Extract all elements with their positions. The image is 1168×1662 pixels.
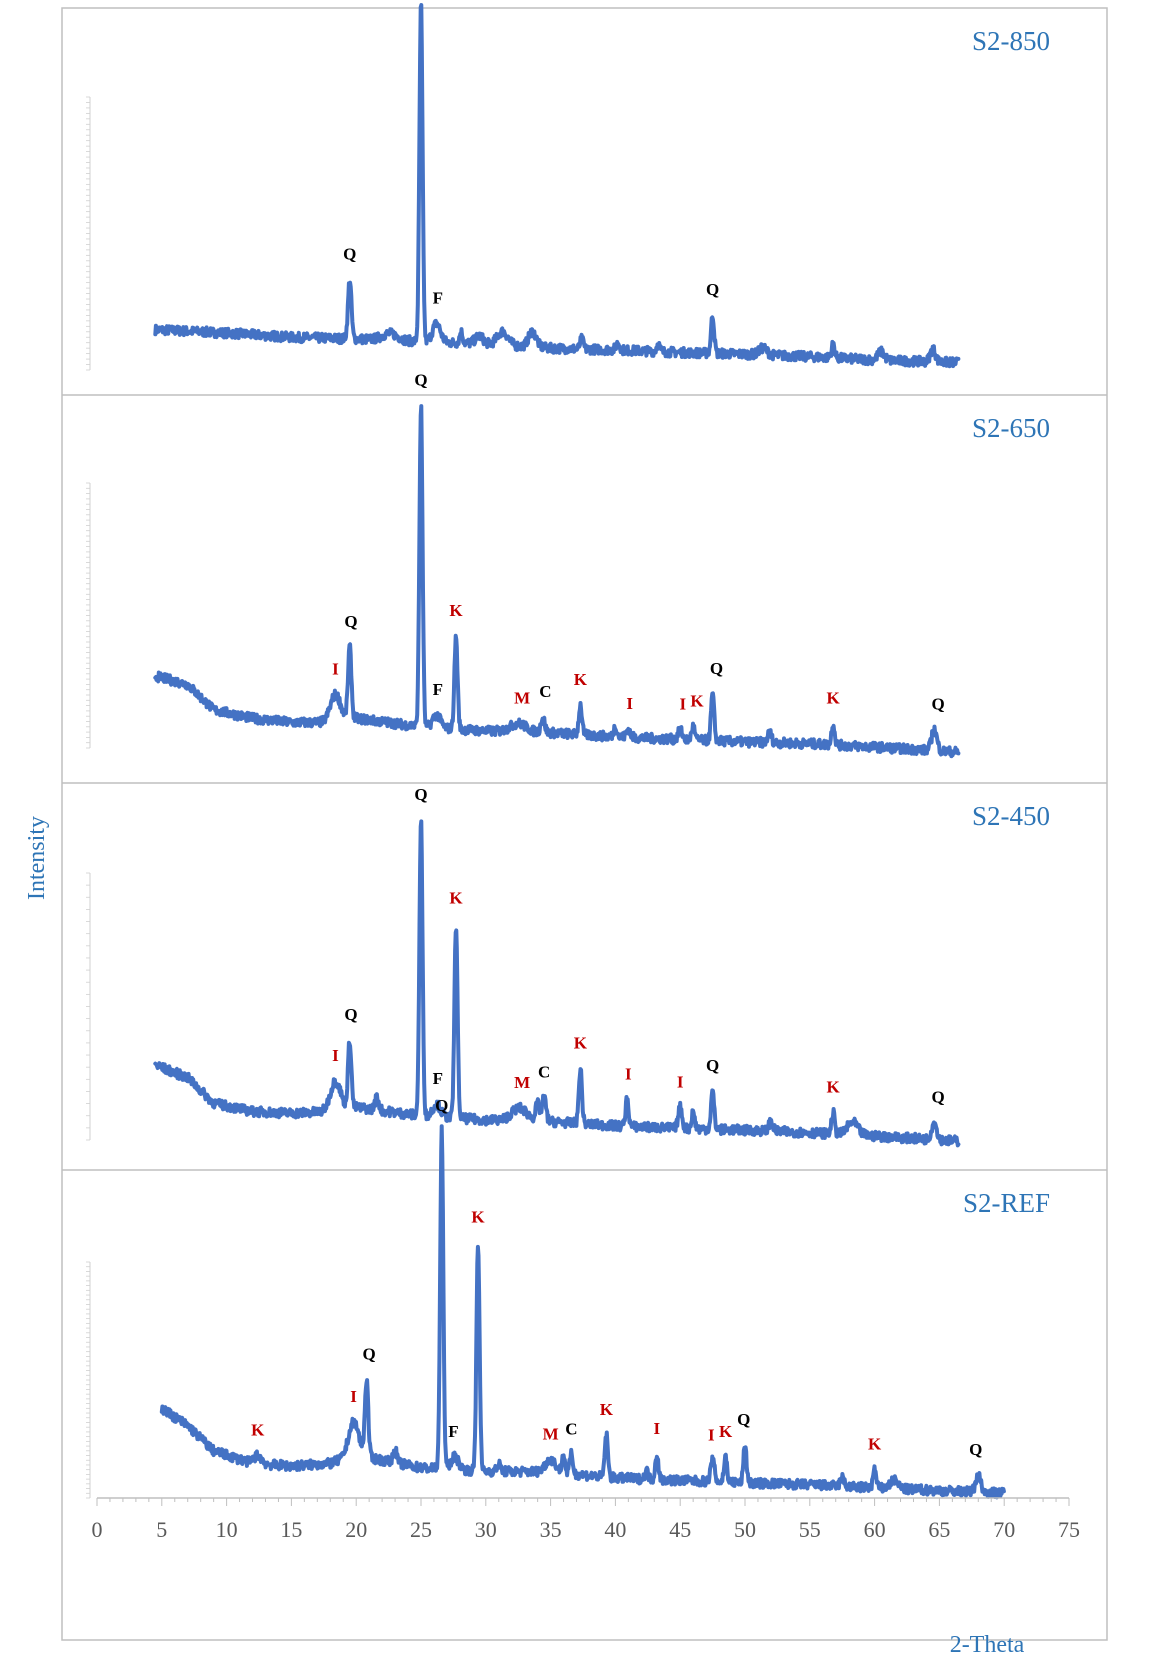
panel-title: S2-850 [972, 26, 1050, 56]
x-tick-label: 40 [604, 1517, 626, 1542]
panel-title: S2-650 [972, 413, 1050, 443]
panels-layer: S2-850QQFQS2-650IQQFKMCKIIKQKQS2-450IQQF… [61, 3, 1108, 1641]
x-tick-label: 60 [864, 1517, 886, 1542]
x-tick-label: 70 [993, 1517, 1015, 1542]
series-line [153, 404, 961, 759]
phase-label: Q [363, 1345, 376, 1364]
phase-label: Q [706, 1056, 719, 1075]
phase-label: M [514, 1073, 530, 1092]
series-line [159, 1124, 1006, 1500]
phase-label: K [574, 1034, 588, 1053]
panel-s2-850: S2-850QQFQ [86, 3, 1050, 371]
phase-label: I [332, 1046, 339, 1065]
phase-label: Q [706, 280, 719, 299]
panel-title: S2-REF [963, 1188, 1050, 1218]
phase-label: I [677, 1072, 684, 1091]
panel-title: S2-450 [972, 801, 1050, 831]
x-axis: 0 5 10 15 20 25 30 35 40 45 50 55 60 65 70 75 [92, 1497, 1080, 1542]
x-tick-label: 75 [1058, 1517, 1080, 1542]
phase-label: Q [710, 659, 723, 678]
phase-label: I [654, 1419, 661, 1438]
phase-label: K [471, 1208, 485, 1227]
x-tick-label: 35 [540, 1517, 562, 1542]
y-tick-marks [86, 96, 91, 371]
phase-label: K [827, 689, 841, 708]
phase-label: Q [931, 1088, 944, 1107]
phase-label: C [538, 1063, 550, 1082]
x-axis-title: 2-Theta [950, 1632, 1025, 1658]
phase-label: K [868, 1434, 882, 1453]
phase-label: Q [969, 1440, 982, 1459]
x-tick-label: 45 [669, 1517, 691, 1542]
x-tick-label: 50 [734, 1517, 756, 1542]
phase-label: C [539, 682, 551, 701]
phase-label: M [543, 1424, 559, 1443]
chart-frame [61, 7, 1108, 1641]
series-line [153, 3, 961, 369]
y-axis-title: Intensity [24, 816, 50, 900]
y-tick-marks [86, 1261, 91, 1499]
phase-label: Q [343, 245, 356, 264]
phase-label: K [449, 601, 463, 620]
phase-label: I [708, 1426, 715, 1445]
phase-label: K [574, 670, 588, 689]
x-tick-label: 5 [156, 1517, 167, 1542]
phase-label: Q [414, 371, 427, 390]
x-tick-label: 0 [92, 1517, 103, 1542]
phase-label: C [565, 1419, 577, 1438]
x-tick-label: 55 [799, 1517, 821, 1542]
phase-label: Q [414, 785, 427, 804]
x-tick-label: 65 [928, 1517, 950, 1542]
phase-label: Q [344, 1005, 357, 1024]
phase-label: K [719, 1422, 733, 1441]
x-tick-label: 20 [345, 1517, 367, 1542]
phase-label: I [626, 694, 633, 713]
phase-label: K [690, 691, 704, 710]
phase-label: F [433, 680, 443, 699]
phase-label: F [448, 1422, 458, 1441]
phase-label: Q [344, 612, 357, 631]
y-tick-marks [86, 872, 91, 1141]
phase-label: Q [931, 694, 944, 713]
x-tick-label: 25 [410, 1517, 432, 1542]
phase-label: K [600, 1400, 614, 1419]
series-line [153, 819, 961, 1148]
x-tick-label: 10 [216, 1517, 238, 1542]
phase-label: K [827, 1078, 841, 1097]
y-tick-marks [86, 482, 91, 749]
phase-label: I [350, 1387, 357, 1406]
phase-label: K [251, 1420, 265, 1439]
phase-label: Q [435, 1096, 448, 1115]
x-tick-label: 30 [475, 1517, 497, 1542]
phase-label: M [514, 688, 530, 707]
phase-label: K [449, 889, 463, 908]
phase-label: I [625, 1064, 632, 1083]
phase-label: F [433, 288, 443, 307]
phase-label: Q [737, 1410, 750, 1429]
phase-label: F [433, 1069, 443, 1088]
phase-label: I [679, 694, 686, 713]
phase-label: I [332, 660, 339, 679]
x-tick-label: 15 [280, 1517, 302, 1542]
